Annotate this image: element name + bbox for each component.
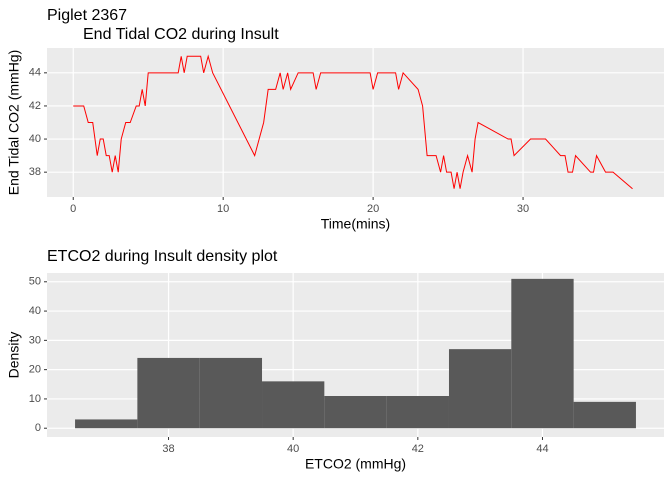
- y-tick-label: 40: [29, 133, 41, 145]
- y-tick-label: 20: [29, 364, 41, 376]
- chart-title: ETCO2 during Insult density plot: [47, 248, 278, 265]
- histogram-bar: [573, 401, 636, 429]
- y-tick-label: 10: [29, 393, 41, 405]
- histogram-bar: [386, 396, 449, 429]
- y-axis-title: Density: [6, 332, 22, 379]
- y-tick-label: 40: [29, 305, 41, 317]
- y-tick-label: 42: [29, 100, 41, 112]
- histogram-bar: [448, 349, 512, 429]
- y-tick-label: 50: [29, 276, 41, 288]
- y-tick-label: 44: [29, 67, 41, 79]
- x-tick-label: 0: [70, 203, 76, 215]
- histogram-bar: [75, 419, 138, 429]
- x-tick-label: 40: [287, 443, 299, 455]
- histogram-bar: [511, 278, 574, 429]
- histogram-bar: [324, 396, 387, 429]
- histogram-bar: [137, 357, 200, 429]
- x-tick-label: 20: [367, 203, 379, 215]
- x-axis-title: ETCO2 (mmHg): [305, 456, 406, 472]
- x-tick-label: 30: [517, 203, 529, 215]
- y-axis-title: End Tidal CO2 (mmHg): [6, 50, 22, 195]
- chart-subtitle: End Tidal CO2 during Insult: [83, 26, 279, 43]
- chart-title: Piglet 2367: [47, 7, 127, 24]
- x-tick-label: 38: [162, 443, 174, 455]
- x-tick-label: 10: [217, 203, 229, 215]
- y-tick-label: 30: [29, 334, 41, 346]
- x-tick-label: 44: [536, 443, 548, 455]
- x-axis-title: Time(mins): [321, 216, 390, 232]
- data-line: [73, 54, 633, 190]
- y-tick-label: 38: [29, 166, 41, 178]
- histogram-bar: [262, 381, 325, 429]
- x-tick-label: 42: [412, 443, 424, 455]
- histogram-bar: [199, 357, 263, 429]
- panel-background: [47, 48, 664, 197]
- y-tick-label: 0: [35, 422, 41, 434]
